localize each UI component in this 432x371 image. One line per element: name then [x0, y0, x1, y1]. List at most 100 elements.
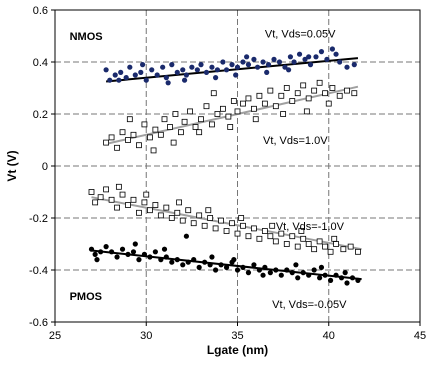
- data-point: [119, 246, 126, 252]
- data-point: [130, 131, 137, 138]
- data-point: [112, 72, 118, 78]
- data-point: [114, 204, 120, 211]
- data-point: [311, 267, 317, 273]
- data-point: [181, 118, 188, 125]
- data-point: [209, 64, 215, 70]
- data-point: [130, 196, 137, 203]
- trend-line: [91, 196, 362, 251]
- data-point: [178, 129, 184, 136]
- data-point: [260, 59, 266, 65]
- data-point: [229, 220, 235, 227]
- data-point: [251, 105, 257, 112]
- data-point: [355, 248, 361, 255]
- data-point: [203, 103, 210, 110]
- data-point: [229, 62, 235, 68]
- data-point: [147, 254, 153, 260]
- data-point: [289, 98, 296, 104]
- data-point: [127, 64, 133, 70]
- data-point: [125, 202, 131, 208]
- y-tick-label: 0.2: [33, 109, 48, 121]
- data-point: [344, 87, 350, 94]
- data-point: [118, 69, 124, 75]
- data-point: [278, 272, 284, 278]
- data-point: [223, 228, 230, 234]
- data-point: [98, 249, 104, 255]
- data-point: [214, 67, 221, 73]
- data-point: [289, 270, 295, 276]
- data-point: [251, 225, 257, 232]
- data-point: [219, 105, 226, 112]
- data-point: [163, 254, 169, 260]
- data-point: [119, 129, 126, 136]
- data-point: [300, 82, 307, 89]
- data-point: [92, 251, 98, 257]
- data-point: [176, 199, 183, 206]
- x-tick-label: 30: [140, 330, 152, 342]
- data-point: [227, 124, 234, 130]
- data-point: [327, 277, 334, 283]
- data-point: [291, 59, 297, 65]
- data-point: [316, 79, 323, 86]
- data-point: [174, 209, 181, 216]
- data-point: [143, 77, 149, 83]
- data-point: [342, 270, 348, 276]
- data-point: [261, 228, 268, 234]
- data-point: [157, 212, 164, 219]
- data-point: [333, 51, 339, 57]
- data-point: [286, 67, 292, 73]
- data-point: [88, 189, 95, 195]
- data-point: [333, 241, 339, 247]
- data-point: [170, 139, 177, 146]
- data-point: [150, 147, 157, 154]
- data-point: [143, 191, 150, 198]
- y-axis-label: Vt (V): [5, 150, 19, 181]
- data-point: [160, 64, 166, 70]
- data-point: [213, 75, 219, 81]
- data-point: [305, 241, 312, 247]
- data-point: [251, 262, 257, 268]
- data-point: [149, 67, 155, 73]
- data-point: [324, 56, 330, 63]
- trend-lines: [91, 57, 362, 281]
- data-point: [296, 51, 303, 57]
- data-point: [331, 235, 338, 242]
- data-point: [141, 121, 148, 128]
- data-point: [185, 259, 191, 265]
- data-point: [183, 72, 189, 78]
- data-point: [183, 233, 189, 239]
- data-point: [209, 121, 215, 128]
- data-point: [240, 59, 246, 65]
- data-point: [252, 116, 259, 123]
- data-point: [283, 241, 290, 247]
- y-tick-label: 0: [42, 161, 48, 173]
- data-point: [218, 217, 224, 224]
- data-point: [267, 270, 273, 276]
- data-point: [305, 95, 312, 102]
- data-point: [302, 56, 308, 63]
- data-point: [347, 243, 354, 250]
- data-point: [126, 116, 133, 123]
- data-point: [213, 267, 219, 273]
- data-point: [306, 54, 312, 60]
- data-point: [318, 264, 325, 270]
- data-point: [322, 243, 329, 250]
- data-point: [161, 116, 168, 123]
- x-axis-label: Lgate (nm): [207, 343, 268, 357]
- data-point: [293, 262, 299, 268]
- annotations: NMOS PMOS Vt, Vds=0.05V Vt, Vds=1.0V Vt, Vds…: [70, 28, 348, 310]
- data-point: [198, 62, 204, 68]
- data-point: [244, 54, 250, 60]
- data-point: [185, 207, 192, 214]
- x-tick-label: 45: [414, 330, 426, 342]
- data-point: [198, 116, 204, 123]
- data-point: [209, 254, 215, 260]
- data-point: [276, 59, 283, 65]
- data-point: [119, 191, 126, 198]
- data-point: [97, 194, 104, 201]
- data-point: [267, 87, 274, 94]
- data-point: [136, 209, 142, 216]
- data-point: [269, 222, 276, 229]
- data-point: [125, 251, 131, 257]
- data-point: [136, 257, 142, 263]
- data-point: [245, 270, 252, 276]
